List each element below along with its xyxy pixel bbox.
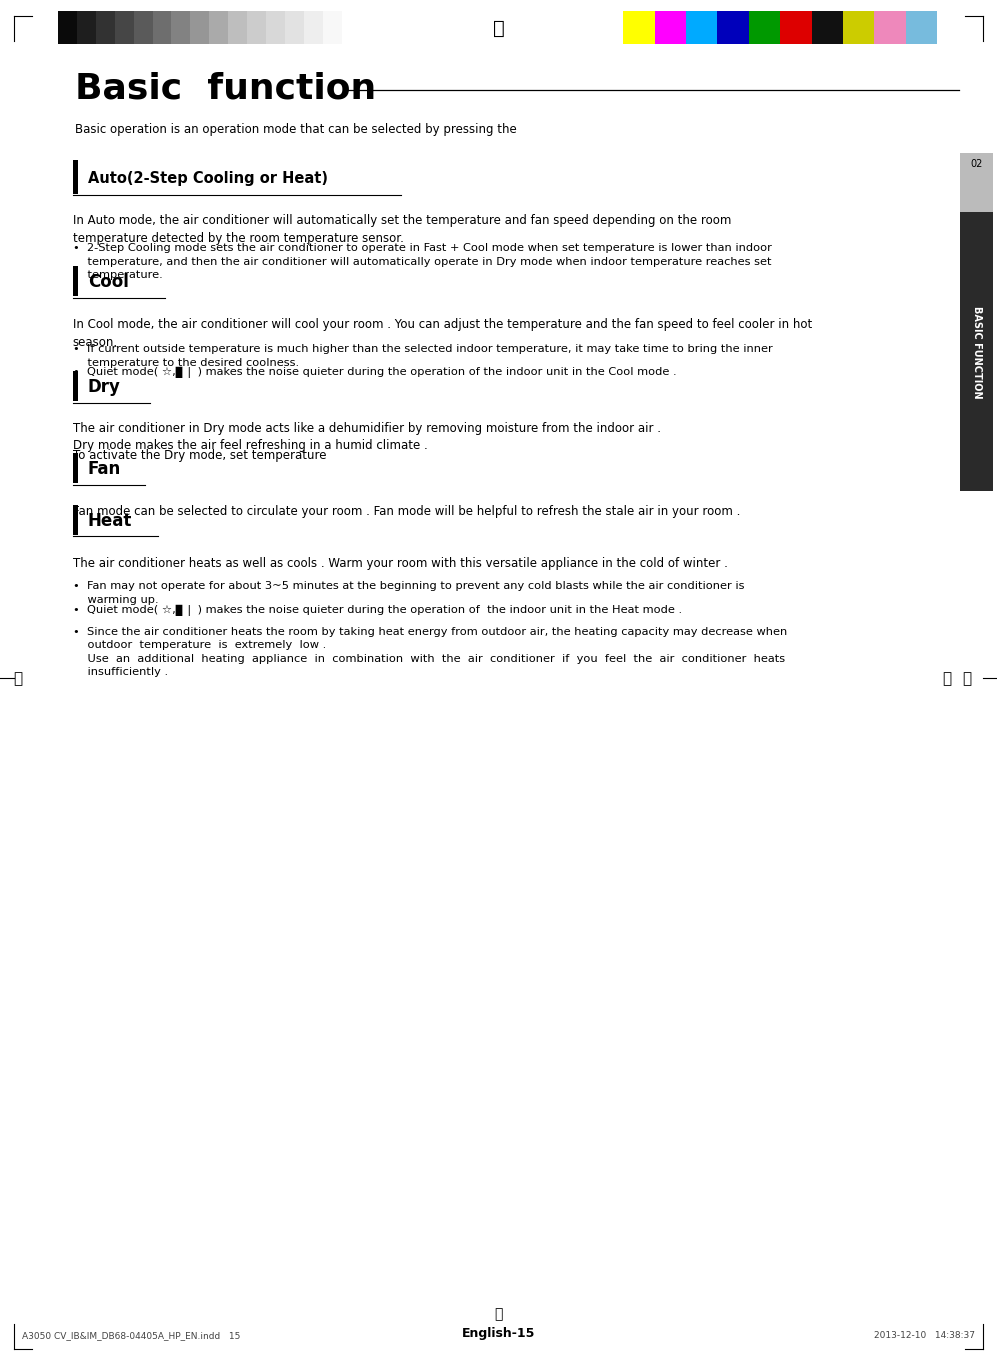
Text: Auto(2-Step Cooling or Heat): Auto(2-Step Cooling or Heat) xyxy=(88,171,328,186)
Text: •  Quiet mode( ☆︎,▊❘ ) makes the noise quieter during the operation of  the indo: • Quiet mode( ☆︎,▊❘ ) makes the noise qu… xyxy=(73,605,682,616)
Bar xyxy=(960,212,993,491)
Bar xyxy=(115,11,134,44)
Bar xyxy=(73,371,78,401)
Bar xyxy=(266,11,285,44)
Text: Fan: Fan xyxy=(88,460,121,478)
Bar xyxy=(623,11,654,44)
Text: Heat: Heat xyxy=(88,512,133,530)
Text: •  Fan may not operate for about 3~5 minutes at the beginning to prevent any col: • Fan may not operate for about 3~5 minu… xyxy=(73,581,745,605)
Text: Fan mode can be selected to circulate your room . Fan mode will be helpful to re: Fan mode can be selected to circulate yo… xyxy=(73,505,740,519)
Text: Basic  function: Basic function xyxy=(75,71,376,105)
Text: In Cool mode, the air conditioner will cool your room . You can adjust the tempe: In Cool mode, the air conditioner will c… xyxy=(73,318,812,348)
Bar xyxy=(304,11,323,44)
Bar xyxy=(247,11,266,44)
Bar xyxy=(780,11,812,44)
Text: ⌖: ⌖ xyxy=(493,19,504,38)
Text: The air conditioner in Dry mode acts like a dehumidifier by removing moisture fr: The air conditioner in Dry mode acts lik… xyxy=(73,422,661,452)
Text: 2013-12-10   14:38:37: 2013-12-10 14:38:37 xyxy=(874,1331,975,1340)
Text: •  If current outside temperature is much higher than the selected indoor temper: • If current outside temperature is much… xyxy=(73,344,773,367)
Bar xyxy=(874,11,905,44)
Bar xyxy=(960,153,993,212)
Bar xyxy=(73,266,78,296)
Bar xyxy=(323,11,342,44)
Bar xyxy=(190,11,209,44)
Text: BASIC FUNCTION: BASIC FUNCTION xyxy=(971,306,982,399)
Bar xyxy=(686,11,717,44)
Bar xyxy=(843,11,874,44)
Bar xyxy=(749,11,780,44)
Bar xyxy=(717,11,749,44)
Text: Basic operation is an operation mode that can be selected by pressing the: Basic operation is an operation mode tha… xyxy=(75,123,520,136)
Text: ⌖: ⌖ xyxy=(962,672,972,685)
Bar xyxy=(654,11,686,44)
Text: •  Quiet mode( ☆︎,▊❘ ) makes the noise quieter during the operation of the indoo: • Quiet mode( ☆︎,▊❘ ) makes the noise qu… xyxy=(73,367,676,378)
Text: To activate the Dry mode, set temperature: To activate the Dry mode, set temperatur… xyxy=(73,449,330,463)
Text: English-15: English-15 xyxy=(462,1327,535,1340)
Text: Cool: Cool xyxy=(88,273,129,291)
Text: A3050 CV_IB&IM_DB68-04405A_HP_EN.indd   15: A3050 CV_IB&IM_DB68-04405A_HP_EN.indd 15 xyxy=(22,1331,240,1340)
Text: •  Since the air conditioner heats the room by taking heat energy from outdoor a: • Since the air conditioner heats the ro… xyxy=(73,627,787,677)
Bar xyxy=(171,11,190,44)
Text: Dry: Dry xyxy=(88,378,121,396)
Bar xyxy=(73,453,78,483)
Bar xyxy=(285,11,304,44)
Text: ⌖: ⌖ xyxy=(13,672,23,685)
Text: ⌖: ⌖ xyxy=(495,1308,502,1321)
Bar xyxy=(812,11,842,44)
Bar xyxy=(77,11,96,44)
Bar xyxy=(58,11,77,44)
Bar xyxy=(96,11,115,44)
Bar xyxy=(153,11,171,44)
Text: ⌖: ⌖ xyxy=(942,672,952,685)
Bar xyxy=(73,160,78,194)
Bar xyxy=(905,11,937,44)
Text: In Auto mode, the air conditioner will automatically set the temperature and fan: In Auto mode, the air conditioner will a… xyxy=(73,214,731,244)
Text: 02: 02 xyxy=(970,158,983,169)
Bar xyxy=(73,505,78,535)
Bar xyxy=(228,11,247,44)
Bar xyxy=(134,11,153,44)
Bar xyxy=(209,11,228,44)
Text: •  2-Step Cooling mode sets the air conditioner to operate in Fast + Cool mode w: • 2-Step Cooling mode sets the air condi… xyxy=(73,243,772,280)
Text: The air conditioner heats as well as cools . Warm your room with this versatile : The air conditioner heats as well as coo… xyxy=(73,557,728,571)
